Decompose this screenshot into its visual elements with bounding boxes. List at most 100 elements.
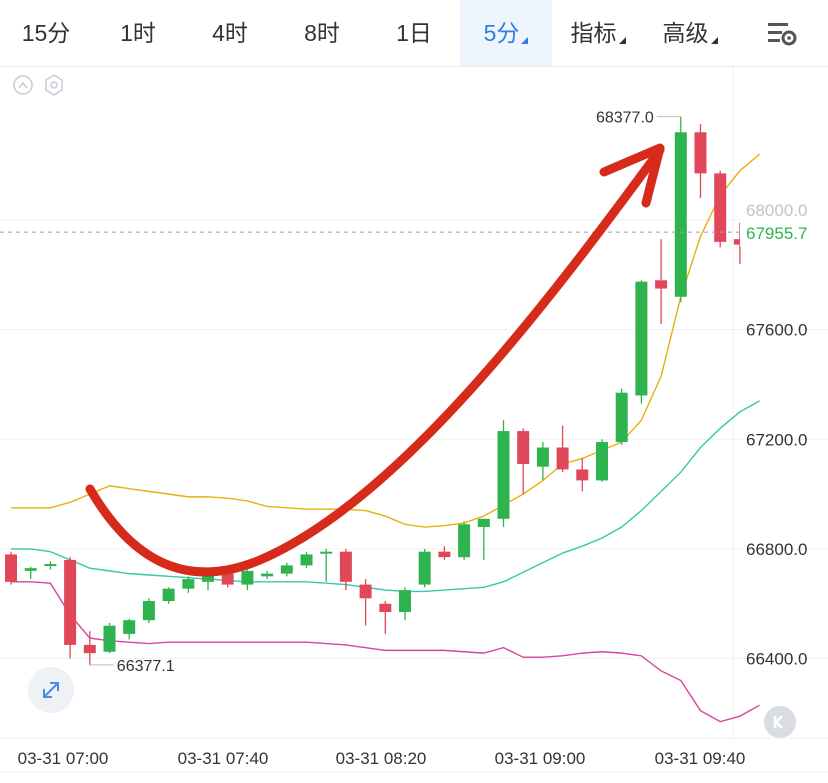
candle <box>142 598 155 623</box>
trend-arrow-head <box>599 143 665 208</box>
candle-body <box>477 518 490 528</box>
candle <box>320 548 333 582</box>
candlesticks <box>5 116 746 665</box>
candle-body <box>320 551 333 554</box>
candle <box>517 428 530 495</box>
moving-average-lines <box>11 153 761 723</box>
candle <box>596 439 608 482</box>
candle-body <box>458 524 471 558</box>
y-axis-labels: 66400.0 66800.0 67200.0 67600.0 68000.0 <box>746 201 807 669</box>
y-tick-label: 67200.0 <box>746 430 807 449</box>
candle-body <box>300 554 313 566</box>
candle <box>64 557 77 659</box>
trend-arrow-shaft <box>85 145 665 577</box>
dropdown-caret-icon <box>618 37 626 45</box>
x-tick-label: 03-31 08:20 <box>336 749 427 768</box>
tab-8hour[interactable]: 8时 <box>304 20 340 46</box>
y-tick-label: 66800.0 <box>746 540 807 559</box>
trend-arrow <box>85 143 665 577</box>
candle-body <box>635 281 648 396</box>
tab-4hour[interactable]: 4时 <box>212 20 248 46</box>
candle-body <box>517 431 530 464</box>
x-tick-label: 03-31 09:40 <box>655 749 746 768</box>
hexagon-gear-icon[interactable] <box>45 74 63 96</box>
candle <box>615 388 628 445</box>
candle <box>261 570 274 580</box>
tab-1day[interactable]: 1日 <box>396 20 432 46</box>
candle-body <box>241 570 254 585</box>
grid-lines <box>0 67 828 773</box>
candle <box>162 587 175 604</box>
candle <box>300 551 313 569</box>
chart-settings-icon[interactable] <box>766 19 798 47</box>
candle-body <box>655 280 668 289</box>
y-tick-label: 68000.0 <box>746 201 807 220</box>
candle-body <box>339 551 352 582</box>
expand-arrows-icon[interactable] <box>28 667 74 713</box>
tab-indicators[interactable]: 指标 <box>552 0 644 66</box>
candle-body <box>418 551 431 585</box>
dropdown-caret-icon <box>521 37 529 45</box>
candle-body <box>83 644 96 654</box>
candle-body <box>162 588 175 602</box>
dropdown-caret-icon <box>710 37 718 45</box>
candle <box>83 631 96 665</box>
tab-1hour[interactable]: 1时 <box>120 20 156 46</box>
candle-body <box>536 447 549 467</box>
candle <box>556 425 569 473</box>
candle-body <box>221 573 234 585</box>
candle-body <box>5 554 17 582</box>
candle <box>339 548 352 591</box>
candle <box>123 618 136 640</box>
kline-chart[interactable]: 67955.7 68377.0 66377.1 66400.0 66800.0 6720… <box>0 67 828 778</box>
x-tick-label: 03-31 09:00 <box>495 749 586 768</box>
candle-body <box>142 601 155 621</box>
candle <box>418 548 431 588</box>
jump-to-latest-icon[interactable] <box>764 706 796 738</box>
candle-body <box>202 573 214 582</box>
ma-line-magenta <box>11 581 760 723</box>
candle-body <box>24 568 37 571</box>
min-price-label: 66377.1 <box>117 658 175 675</box>
kline-chart-svg: 67955.7 68377.0 66377.1 66400.0 66800.0 6720… <box>0 67 828 773</box>
ma-line-yellow <box>11 153 761 528</box>
candle <box>24 566 37 580</box>
candle <box>182 576 195 593</box>
candle-body <box>44 564 57 567</box>
candle <box>359 579 372 626</box>
candle <box>241 569 254 591</box>
candle-body <box>556 447 569 470</box>
max-price-label: 68377.0 <box>596 110 654 127</box>
candle-body <box>261 573 274 577</box>
x-tick-label: 03-31 07:00 <box>18 749 109 768</box>
candle-body <box>280 565 293 574</box>
candle-body <box>379 603 392 612</box>
candle <box>438 546 451 560</box>
candle <box>399 587 411 621</box>
candle-body <box>103 625 116 652</box>
candle-body <box>359 584 372 599</box>
candle <box>477 518 490 560</box>
candle <box>694 124 707 199</box>
candle-body <box>576 469 589 481</box>
candle-body <box>694 132 707 174</box>
ma-line-teal <box>11 400 760 593</box>
candle <box>635 280 648 404</box>
tab-5min[interactable]: 5分 <box>460 0 552 66</box>
candle <box>280 562 293 577</box>
candle <box>458 521 471 560</box>
candle <box>44 561 57 570</box>
candle <box>576 458 589 492</box>
x-tick-label: 03-31 07:40 <box>178 749 269 768</box>
candle <box>733 222 746 264</box>
candle-body <box>123 620 136 634</box>
current-price-bg <box>740 218 828 247</box>
candle <box>536 442 549 481</box>
candle-body <box>733 239 746 245</box>
y-tick-label: 67600.0 <box>746 321 807 340</box>
tab-15min[interactable]: 15分 <box>21 20 71 46</box>
current-price-label: 67955.7 <box>746 224 807 243</box>
candle-body <box>438 551 451 558</box>
chevron-up-circle-icon[interactable] <box>13 75 33 95</box>
tab-advanced[interactable]: 高级 <box>644 0 736 66</box>
